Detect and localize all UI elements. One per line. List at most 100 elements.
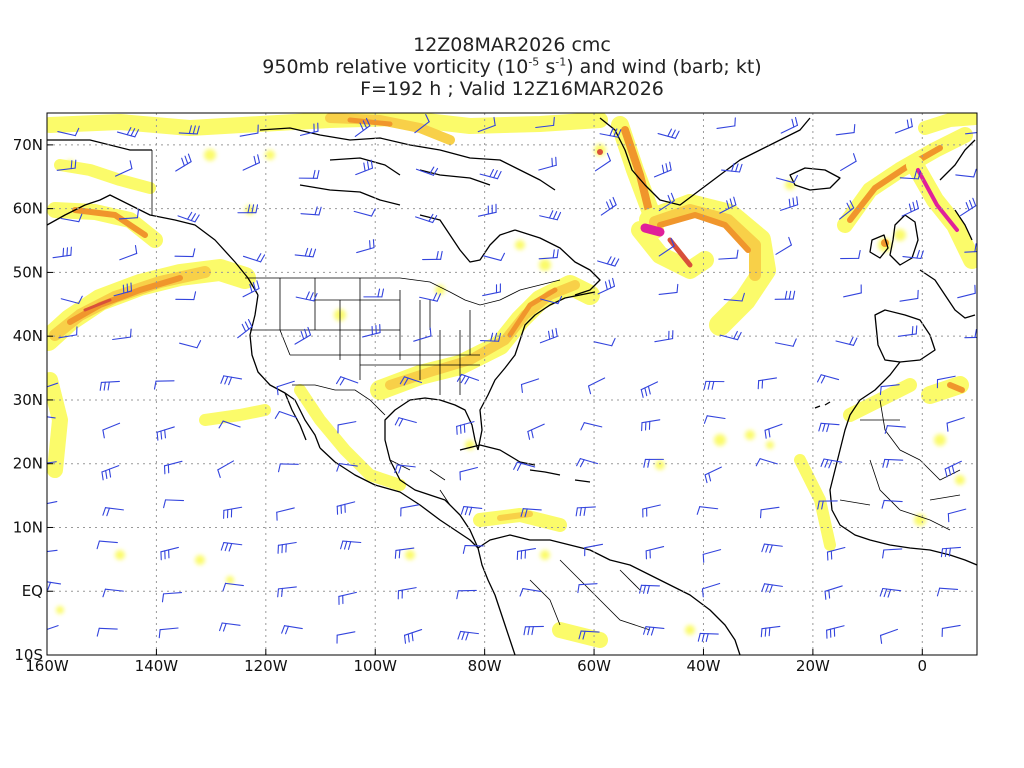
wind-barb [338, 591, 357, 605]
wind-barb [394, 417, 417, 427]
wind-barb [299, 122, 319, 136]
wind-barb [775, 236, 792, 255]
wind-barb [540, 295, 563, 305]
wind-barb [220, 375, 243, 386]
wind-barb [960, 197, 977, 217]
wind-barb [965, 131, 977, 135]
coast-greenland [599, 117, 811, 206]
wind-barb [957, 284, 976, 299]
wind-barb [160, 546, 179, 561]
wind-barb [835, 336, 858, 346]
wind-barb [456, 421, 475, 435]
wind-barb [336, 376, 359, 386]
wind-barb [639, 584, 660, 594]
wind-barb [597, 277, 616, 295]
wind-barb [580, 422, 603, 431]
wind-barb [760, 625, 781, 638]
wind-barb [658, 192, 675, 212]
wind-barb [96, 627, 118, 637]
wind-barb [242, 154, 261, 171]
border-us-canada [245, 277, 561, 306]
lat-label: 70N [13, 136, 43, 154]
wind-barb [394, 547, 415, 559]
wind-barb [824, 585, 843, 600]
wind-barb [527, 423, 545, 440]
wind-barb [643, 458, 664, 468]
wind-barb [276, 380, 295, 396]
wind-barb [113, 282, 133, 297]
wind-barb [277, 541, 297, 554]
wind-barb [177, 211, 200, 223]
wind-barb [163, 460, 183, 475]
axis-ticks [46, 144, 923, 656]
wind-barb [336, 501, 356, 515]
wind-barb [99, 380, 120, 391]
wind-barb [96, 540, 118, 550]
wind-barb [101, 465, 120, 481]
wind-barb [219, 622, 241, 632]
wind-barb [47, 416, 56, 419]
wind-barb [274, 410, 297, 419]
wind-barb [242, 253, 266, 263]
wind-barb [600, 196, 617, 216]
wind-barb [902, 249, 924, 260]
wind-barb [642, 504, 661, 518]
wind-barb [60, 213, 83, 223]
wind-barb [400, 504, 420, 517]
wind-barb [415, 213, 438, 224]
wind-barb [179, 340, 202, 349]
wind-barb [964, 243, 977, 253]
wind-barb [354, 117, 371, 137]
wind-barb [696, 506, 719, 515]
wind-barb [697, 632, 719, 643]
wind-barb [295, 291, 318, 302]
wind-barb [520, 378, 540, 394]
wind-barb [575, 506, 596, 517]
wind-barb [719, 196, 737, 214]
coast-iberia [874, 309, 936, 363]
wind-barb [755, 458, 778, 467]
wind-barb [944, 460, 962, 478]
wind-barb [52, 246, 72, 259]
wind-barb [645, 546, 665, 560]
wind-barb [826, 546, 846, 561]
wind-barb [640, 381, 659, 398]
wind-barb [175, 153, 192, 172]
wind-barb [482, 252, 506, 261]
wind-barb [702, 549, 722, 563]
wind-barb [60, 295, 83, 304]
wind-barb [482, 283, 501, 297]
wind-barb [57, 127, 80, 137]
wind-barb [480, 332, 502, 342]
wind-barb [899, 289, 919, 302]
wind-barb [897, 325, 918, 337]
wind-barb [658, 283, 679, 295]
wind-barb [363, 288, 385, 298]
lat-label: 10S [14, 646, 43, 664]
wind-barb [56, 159, 77, 171]
wind-barb [102, 422, 121, 439]
wind-barb [716, 117, 736, 130]
wind-barb [899, 170, 921, 180]
wind-barb [901, 200, 919, 217]
wind-barb [294, 326, 312, 345]
wind-barb [277, 586, 297, 598]
wind-barb [718, 249, 739, 260]
wind-barb [174, 248, 196, 258]
wind-barb [774, 338, 797, 347]
wind-barb [539, 327, 558, 344]
border-us-mexico [292, 384, 386, 416]
lat-label: EQ [22, 582, 43, 600]
wind-barb [882, 548, 903, 559]
wind-barb [936, 375, 956, 389]
wind-barb [178, 125, 200, 135]
lon-label: 120W [244, 657, 288, 675]
wind-barb [362, 324, 381, 338]
lon-label: 0 [918, 657, 928, 675]
wind-barbs [47, 113, 977, 644]
wind-barb [593, 337, 616, 347]
wind-barb [340, 540, 362, 550]
wind-barb [116, 127, 140, 138]
wind-barb [879, 587, 902, 598]
